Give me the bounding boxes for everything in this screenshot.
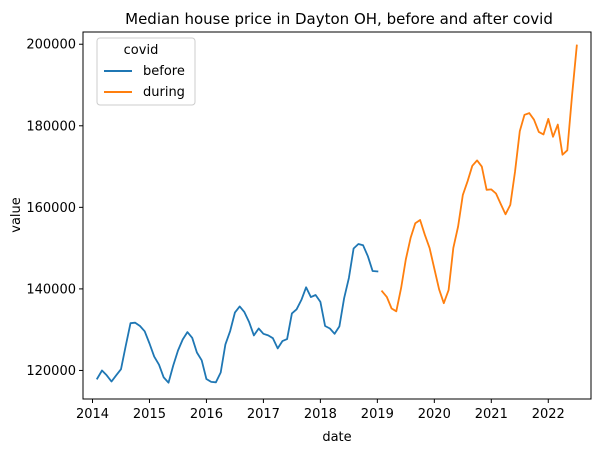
y-axis-title: value [9, 197, 24, 233]
x-tick-label: 2020 [418, 407, 451, 422]
legend-title: covid [124, 43, 159, 58]
legend-box [96, 37, 196, 106]
legend: covid before during [96, 37, 196, 106]
plot-frame [82, 31, 592, 400]
x-tick-label: 2019 [361, 407, 394, 422]
x-tick-label: 2015 [133, 407, 166, 422]
y-tick-label: 200000 [26, 38, 76, 53]
x-tick-label: 2018 [304, 407, 337, 422]
legend-label-before: before [143, 64, 185, 79]
x-tick-label: 2017 [247, 407, 280, 422]
x-tick-label: 2014 [76, 407, 109, 422]
y-tick-label: 140000 [26, 282, 76, 297]
x-tick-label: 2016 [190, 407, 223, 422]
series-layer [95, 44, 578, 384]
x-tick-label: 2021 [475, 407, 508, 422]
x-axis-title: date [322, 430, 351, 445]
y-tick-label: 160000 [26, 201, 76, 216]
x-tick-label: 2022 [532, 407, 565, 422]
series-line-during [380, 44, 578, 313]
series-line-before [95, 243, 379, 384]
legend-label-during: during [143, 85, 185, 100]
y-tick-label: 120000 [26, 364, 76, 379]
y-tick-label: 180000 [26, 119, 76, 134]
y-axis: 120000 140000 160000 180000 200000 [26, 38, 83, 379]
x-axis: 2014 2015 2016 2017 2018 2019 2020 2021 2022 [76, 399, 565, 422]
chart-title: Median house price in Dayton OH, before … [125, 10, 553, 28]
